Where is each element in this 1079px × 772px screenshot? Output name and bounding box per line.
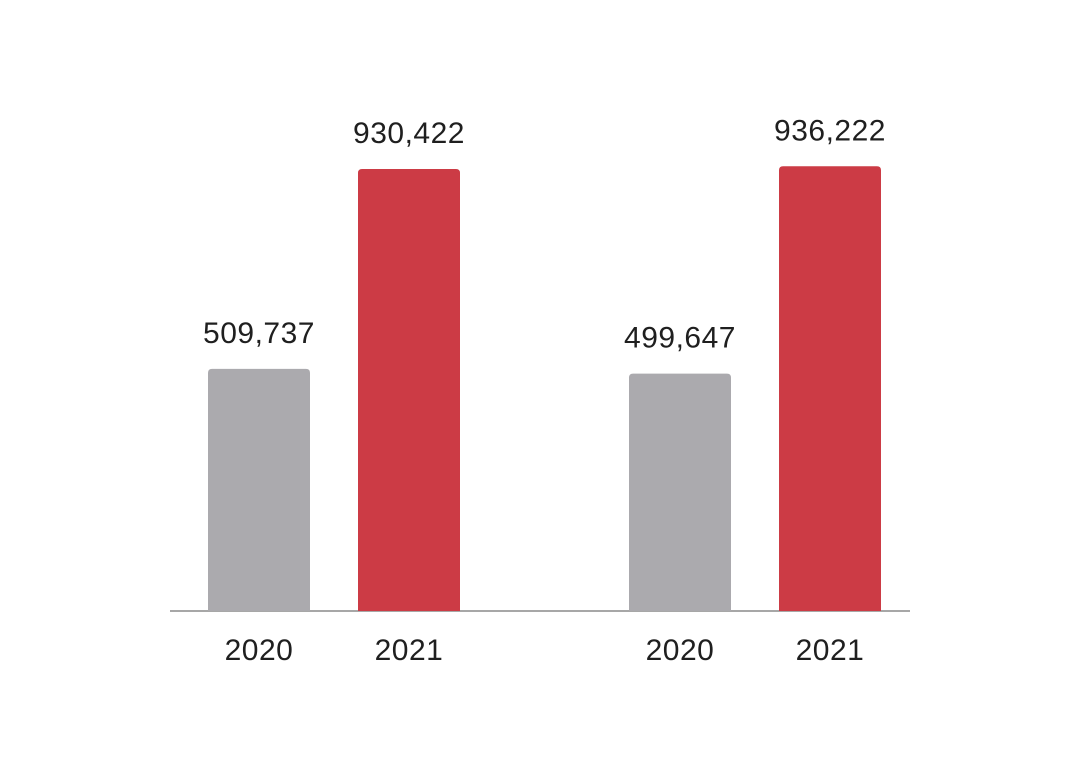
value-label-group-1-2020: 509,737: [203, 317, 315, 350]
value-label-group-1-2021: 930,422: [353, 117, 465, 150]
tick-label-group-1-2020: 2020: [225, 634, 294, 667]
bar-group-2-2020: [629, 373, 731, 611]
value-label-group-2-2020: 499,647: [624, 322, 736, 355]
value-label-group-2-2021: 936,222: [774, 114, 886, 147]
bar-group-2-2021: [779, 166, 881, 611]
tick-label-group-2-2020: 2020: [646, 634, 715, 667]
bar-group-1-2021: [358, 169, 460, 611]
bar-group-1-2020: [208, 368, 310, 611]
tick-label-group-1-2021: 2021: [375, 634, 444, 667]
tick-label-group-2-2021: 2021: [796, 634, 865, 667]
